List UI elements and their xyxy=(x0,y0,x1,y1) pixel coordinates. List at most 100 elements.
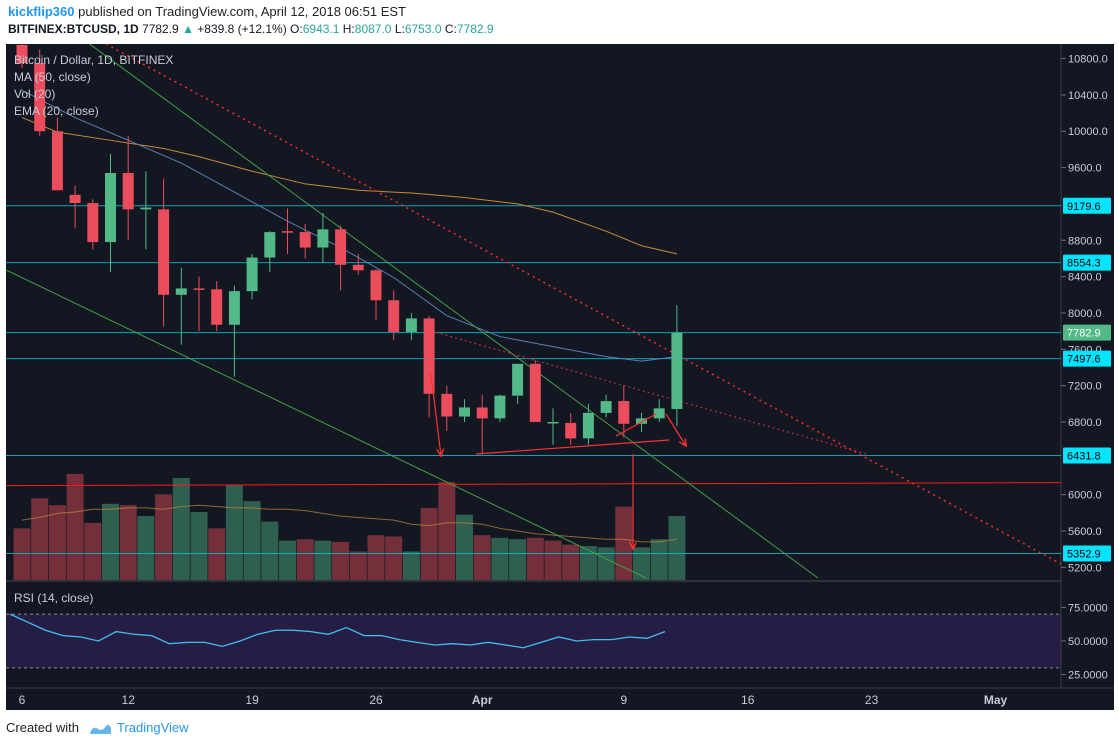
price-label-box xyxy=(1063,545,1111,562)
open-label: O: xyxy=(290,22,303,36)
candle-body xyxy=(512,363,524,396)
price-label-box xyxy=(1063,350,1111,367)
candle-body xyxy=(16,44,28,64)
volume-ma-line xyxy=(21,504,677,543)
candle-body xyxy=(34,63,46,132)
time-tick-label: 12 xyxy=(122,693,136,707)
volume-bar xyxy=(48,505,66,580)
price-tick-label: 9600.0 xyxy=(1068,163,1102,175)
volume-bar xyxy=(491,537,509,580)
open-value: 6943.1 xyxy=(302,22,340,36)
candle-body xyxy=(299,232,311,248)
volume-bar xyxy=(332,541,350,580)
volume-bar xyxy=(544,540,562,580)
volume-bar xyxy=(402,551,420,580)
legend-ma: MA (50, close) xyxy=(14,70,91,84)
up-arrow-icon: ▲ xyxy=(182,22,194,36)
drawings xyxy=(430,373,686,549)
rsi-tick-label: 75.0000 xyxy=(1068,602,1108,614)
price-tick-label: 10400.0 xyxy=(1068,90,1108,102)
volume-bar xyxy=(243,501,261,580)
volume-bar xyxy=(261,521,279,580)
volume-bar xyxy=(172,478,190,580)
red-dotted-trendline-short xyxy=(430,330,867,455)
volume-bar xyxy=(208,528,226,580)
rsi-tick-label: 25.0000 xyxy=(1068,670,1108,682)
candle-body xyxy=(51,131,63,191)
chart-area[interactable]: 10800.0 10400.0 10000.0 9600.0 8800.0 8400.0 8… xyxy=(5,33,1114,710)
price-axis[interactable]: 10800.0 10400.0 10000.0 9600.0 8800.0 8400.0 8… xyxy=(1061,54,1111,575)
time-axis[interactable]: 6 12 19 26 Apr 9 16 23 May xyxy=(19,693,1008,707)
price-label-box xyxy=(1063,197,1111,214)
candle-body xyxy=(405,318,417,333)
red-arrow xyxy=(665,413,686,446)
price-tick-label: 8400.0 xyxy=(1068,272,1102,284)
candle-body xyxy=(228,291,240,325)
candles xyxy=(16,34,683,454)
volume-bar xyxy=(31,498,49,580)
time-tick-label: Apr xyxy=(472,693,493,707)
price-tick-label: 6800.0 xyxy=(1068,417,1102,429)
volume-bar xyxy=(155,494,173,580)
candle-body xyxy=(423,318,435,394)
price-label-box xyxy=(1063,324,1111,341)
price-label-box xyxy=(1063,447,1111,464)
candle-body xyxy=(459,407,470,417)
publish-header: kickflip360 published on TradingView.com… xyxy=(0,0,1119,44)
volume-bar xyxy=(296,539,314,580)
red-support-line xyxy=(5,482,1062,487)
candle-body xyxy=(582,412,594,439)
author-link[interactable]: kickflip360 xyxy=(8,4,75,19)
volume-bar xyxy=(633,547,650,580)
red-arrow xyxy=(430,373,441,456)
symbol-label: BITFINEX:BTCUSD, 1D xyxy=(8,22,139,36)
price-label-text: 6431.8 xyxy=(1067,450,1101,462)
time-tick-label: 9 xyxy=(620,693,627,707)
candle-body xyxy=(494,395,506,419)
candle-body xyxy=(352,264,364,271)
legend-title: Bitcoin / Dollar, 1D, BITFINEX xyxy=(14,53,173,67)
red-dotted-trendline xyxy=(105,43,1062,565)
candle-body xyxy=(193,288,205,290)
price-label-text: 7497.6 xyxy=(1067,354,1101,366)
ma50-line xyxy=(21,117,678,255)
volume-bar xyxy=(66,473,84,580)
close-label: C: xyxy=(444,22,457,36)
volume-bar xyxy=(367,535,385,580)
high-label: H: xyxy=(342,22,355,36)
price-chart[interactable]: 10800.0 10400.0 10000.0 9600.0 8800.0 8400.0 8… xyxy=(5,33,1114,710)
ema20-line xyxy=(21,89,677,362)
candle-body xyxy=(476,407,488,419)
time-tick-label: May xyxy=(984,693,1008,707)
last-price: 7782.9 xyxy=(142,22,179,36)
legend-rsi: RSI (14, close) xyxy=(14,591,93,605)
volume-bar xyxy=(420,507,438,580)
volume-bar xyxy=(119,505,137,580)
time-tick-label: 6 xyxy=(19,693,26,707)
time-tick-label: 19 xyxy=(245,693,259,707)
symbol-info: BITFINEX:BTCUSD, 1D 7782.9 ▲ +839.8 (+12… xyxy=(8,22,494,36)
price-label-text: 7782.9 xyxy=(1067,328,1101,340)
volume-bar xyxy=(279,540,296,580)
volume-bar xyxy=(190,512,208,580)
created-with-label: Created with xyxy=(6,720,79,735)
horizontal-levels xyxy=(5,205,1062,554)
high-value: 8087.0 xyxy=(354,22,392,36)
volume-bar xyxy=(650,539,668,580)
candle-body xyxy=(565,422,577,439)
rsi-band xyxy=(6,614,1061,668)
candle-body xyxy=(140,207,152,210)
tradingview-link[interactable]: TradingView xyxy=(117,720,189,735)
candle-body xyxy=(264,232,276,258)
legend-vol: Vol (20) xyxy=(14,87,55,101)
low-value: 6753.0 xyxy=(404,22,442,36)
candle-body xyxy=(246,257,258,292)
tradingview-logo-icon[interactable] xyxy=(88,722,112,736)
price-label-text: 5352.9 xyxy=(1067,548,1101,560)
candle-body xyxy=(653,408,665,419)
change-value: +839.8 (+12.1%) xyxy=(197,22,287,36)
price-label-text: 9179.6 xyxy=(1067,201,1101,213)
candle-body xyxy=(388,300,400,333)
volume-bar xyxy=(668,516,686,580)
candle-body xyxy=(122,173,134,210)
